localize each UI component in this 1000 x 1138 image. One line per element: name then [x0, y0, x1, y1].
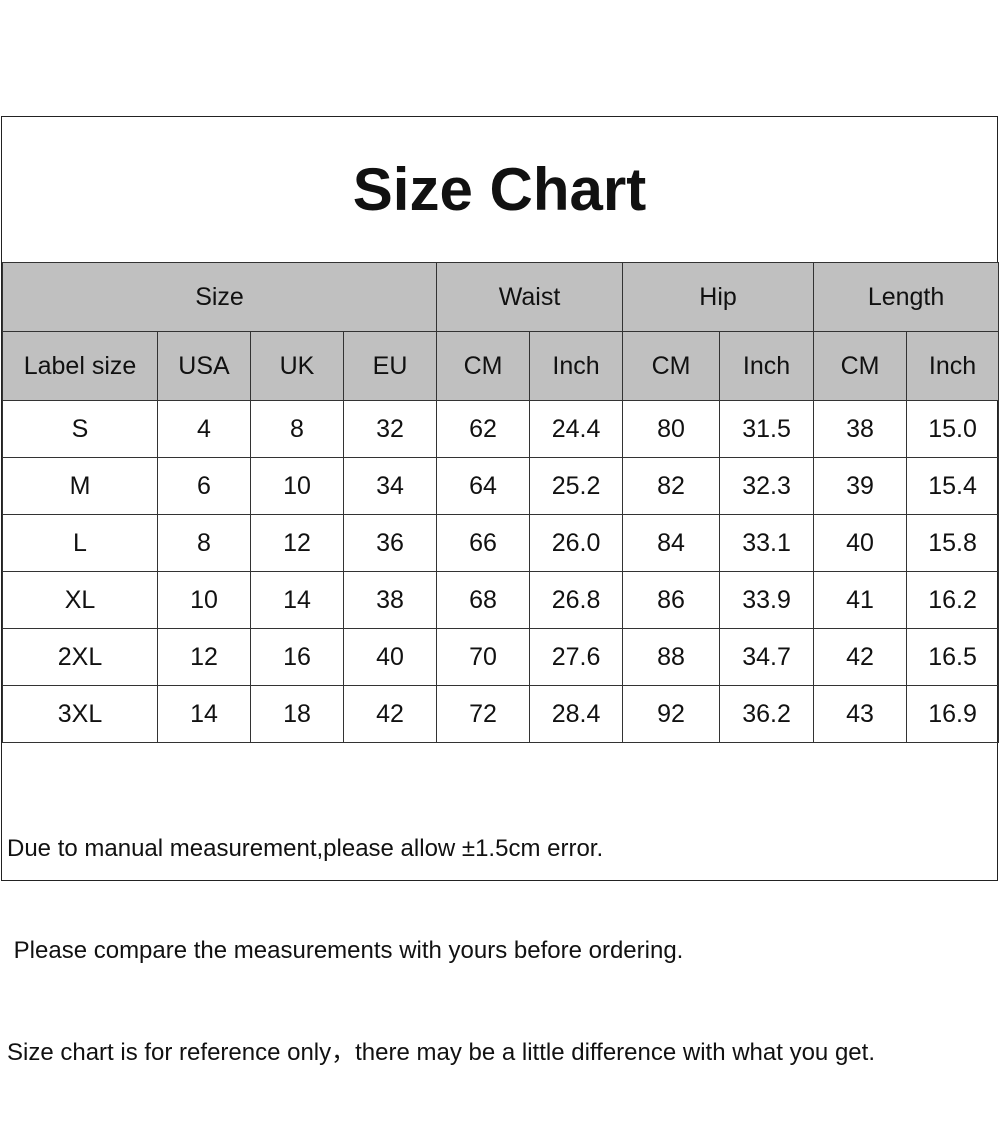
- table-row: L 8 12 36 66 26.0 84 33.1 40 15.8: [2, 514, 1000, 572]
- table-cell: 10: [250, 457, 344, 515]
- table-cell: 88: [622, 628, 721, 686]
- table-cell: 15.8: [906, 514, 1000, 572]
- subheader-cell: CM: [622, 331, 721, 401]
- table-cell: M: [2, 457, 158, 515]
- subheader-row: Label size USA UK EU CM Inch CM Inch CM Inch: [2, 331, 1000, 401]
- subheader-cell: Label size: [2, 331, 158, 401]
- table-cell: 31.5: [719, 400, 815, 458]
- subheader-cell: Inch: [529, 331, 624, 401]
- note-line: Size chart is for reference only，there m…: [7, 1039, 875, 1066]
- table-cell: 2XL: [2, 628, 158, 686]
- table-cell: 16.5: [906, 628, 1000, 686]
- table-cell: 15.0: [906, 400, 1000, 458]
- table-cell: 18: [250, 685, 344, 743]
- subheader-cell: UK: [250, 331, 344, 401]
- table-cell: 39: [813, 457, 908, 515]
- table-cell: 43: [813, 685, 908, 743]
- table-cell: 40: [813, 514, 908, 572]
- header-group-cell: Length: [813, 262, 1000, 332]
- table-cell: S: [2, 400, 158, 458]
- table-cell: 24.4: [529, 400, 624, 458]
- table-cell: 16.9: [906, 685, 1000, 743]
- table-cell: 66: [436, 514, 531, 572]
- table-cell: 14: [157, 685, 251, 743]
- table-cell: 3XL: [2, 685, 158, 743]
- table-cell: 4: [157, 400, 251, 458]
- table-row: 3XL 14 18 42 72 28.4 92 36.2 43 16.9: [2, 685, 1000, 743]
- table-cell: 36: [342, 514, 438, 572]
- table-cell: 42: [342, 685, 438, 743]
- table-cell: 26.8: [529, 571, 624, 629]
- table-cell: 6: [157, 457, 251, 515]
- table-cell: 10: [157, 571, 251, 629]
- table-cell: 28.4: [529, 685, 624, 743]
- table-cell: 16.2: [906, 571, 1000, 629]
- table-cell: XL: [2, 571, 158, 629]
- table-cell: 16: [250, 628, 344, 686]
- table-cell: 38: [813, 400, 908, 458]
- notes: Due to manual measurement,please allow ±…: [7, 764, 875, 1138]
- table-cell: 12: [250, 514, 344, 572]
- table-cell: 15.4: [906, 457, 1000, 515]
- table-cell: 32: [342, 400, 438, 458]
- table-cell: 84: [622, 514, 721, 572]
- table-cell: 92: [622, 685, 721, 743]
- table-cell: 62: [436, 400, 531, 458]
- subheader-cell: Inch: [719, 331, 815, 401]
- header-group-cell: Waist: [436, 262, 624, 332]
- note-line: Please compare the measurements with you…: [7, 937, 684, 964]
- table-cell: 33.9: [719, 571, 815, 629]
- subheader-cell: Inch: [906, 331, 1000, 401]
- subheader-cell: CM: [436, 331, 531, 401]
- table-cell: 36.2: [719, 685, 815, 743]
- table-row: XL 10 14 38 68 26.8 86 33.9 41 16.2: [2, 571, 1000, 629]
- table-cell: 34: [342, 457, 438, 515]
- table-cell: 26.0: [529, 514, 624, 572]
- table-cell: 70: [436, 628, 531, 686]
- table-cell: 8: [250, 400, 344, 458]
- table-cell: 41: [813, 571, 908, 629]
- table-cell: 72: [436, 685, 531, 743]
- table-row: S 4 8 32 62 24.4 80 31.5 38 15.0: [2, 400, 1000, 458]
- table-cell: 38: [342, 571, 438, 629]
- table-row: 2XL 12 16 40 70 27.6 88 34.7 42 16.5: [2, 628, 1000, 686]
- table-cell: L: [2, 514, 158, 572]
- header-group-row: Size Waist Hip Length: [1, 262, 1000, 332]
- header-group-cell: Hip: [622, 262, 815, 332]
- table-cell: 68: [436, 571, 531, 629]
- table-cell: 25.2: [529, 457, 624, 515]
- subheader-cell: CM: [813, 331, 908, 401]
- note-line: Due to manual measurement,please allow ±…: [7, 835, 604, 862]
- table-cell: 64: [436, 457, 531, 515]
- table-cell: 32.3: [719, 457, 815, 515]
- size-table: Size Waist Hip Length Label size USA UK EU CM Inc…: [1, 262, 1000, 743]
- table-cell: 33.1: [719, 514, 815, 572]
- header-group-cell: Size: [1, 262, 438, 332]
- table-cell: 12: [157, 628, 251, 686]
- table-cell: 14: [250, 571, 344, 629]
- table-cell: 80: [622, 400, 721, 458]
- subheader-cell: EU: [342, 331, 438, 401]
- table-cell: 8: [157, 514, 251, 572]
- table-cell: 82: [622, 457, 721, 515]
- table-cell: 27.6: [529, 628, 624, 686]
- table-row: M 6 10 34 64 25.2 82 32.3 39 15.4: [2, 457, 1000, 515]
- table-cell: 86: [622, 571, 721, 629]
- table-cell: 40: [342, 628, 438, 686]
- subheader-cell: USA: [157, 331, 251, 401]
- table-cell: 34.7: [719, 628, 815, 686]
- size-chart: Size Chart Size Waist Hip Length Label size U…: [1, 116, 1000, 1066]
- chart-title: Size Chart: [352, 156, 647, 223]
- table-cell: 42: [813, 628, 908, 686]
